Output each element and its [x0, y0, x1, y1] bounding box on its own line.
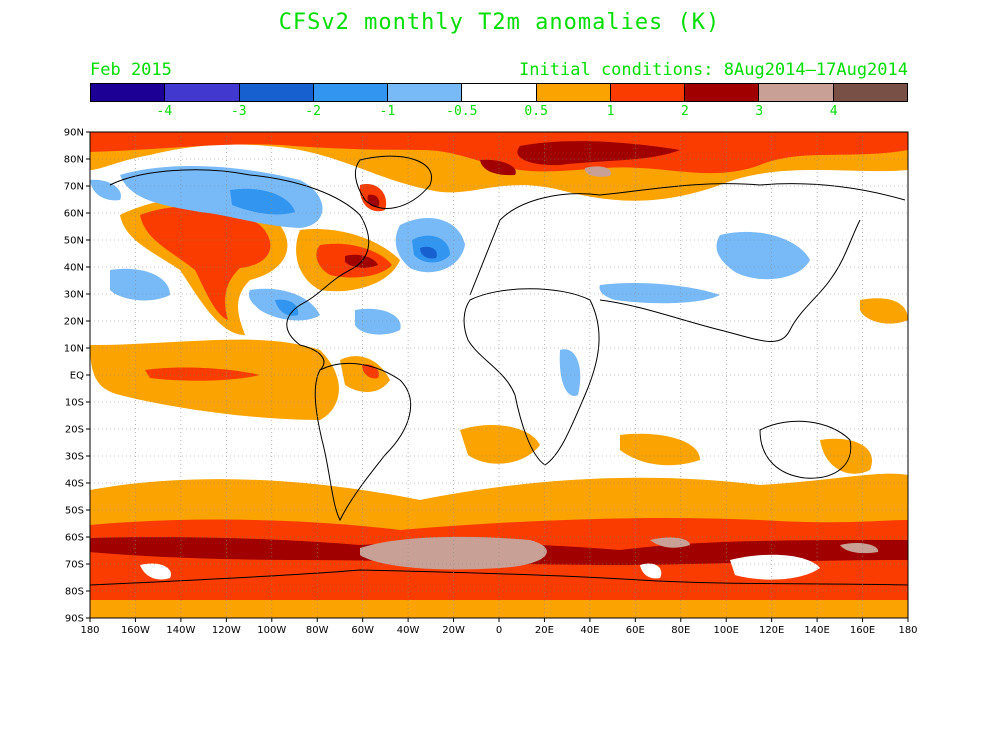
lon-label: 160W [121, 625, 150, 636]
colorbar-label: 4 [829, 104, 838, 119]
lat-label: 80S [65, 587, 84, 598]
s-indian-warm [620, 433, 700, 466]
npacific-strong [140, 206, 271, 320]
lon-label: 20W [442, 625, 465, 636]
north-america-coast [109, 169, 370, 371]
lat-label: 20N [64, 317, 84, 328]
australia-coast [759, 420, 852, 479]
lon-label: 160E [850, 625, 875, 636]
coastlines [90, 155, 908, 586]
colorbar-label: -0.5 [446, 104, 478, 119]
asia-cool [716, 231, 810, 280]
lat-label: 80N [64, 155, 84, 166]
antarctic-white-2 [140, 563, 171, 580]
chart-title: CFSv2 monthly T2m anomalies (K) [278, 10, 721, 35]
antarctic-white-1 [730, 554, 820, 580]
pacific-cool [110, 268, 170, 301]
arctic-extreme [584, 166, 611, 177]
lat-label: 90N [64, 128, 84, 139]
greenland-coast [354, 155, 433, 209]
africa-coast [463, 288, 600, 466]
lon-label: 80W [306, 625, 329, 636]
ross-extreme-2 [840, 542, 879, 554]
lon-label: 80E [671, 625, 690, 636]
antarctic-white-3 [640, 563, 662, 579]
lat-label: 70N [64, 182, 84, 193]
tropical-pacific-strong [145, 367, 260, 381]
antarctica-coast [90, 569, 908, 586]
atl-cool [355, 308, 401, 335]
colorbar-label: -4 [156, 104, 173, 119]
weddell-extreme [360, 536, 547, 570]
latitude-axis: 90N 80N 70N 60N 50N 40N 30N 20N 10N EQ 10S 20S 30S 40… [64, 128, 90, 625]
canada-cool-core [230, 188, 295, 215]
lat-label: 40S [65, 479, 84, 490]
lat-label: 10S [65, 398, 84, 409]
lon-label: 180 [80, 625, 99, 636]
lat-label: EQ [70, 371, 84, 382]
lon-label: 140E [804, 625, 829, 636]
lon-label: 120W [212, 625, 241, 636]
colorbar-label: 0.5 [524, 104, 548, 119]
brazil-warm [340, 356, 390, 392]
australia-warm [820, 438, 872, 474]
lat-label: 90S [65, 614, 84, 625]
lon-label: 120E [759, 625, 784, 636]
colorbar-label: -2 [305, 104, 321, 119]
asia-coast [599, 219, 861, 343]
lat-label: 60S [65, 533, 84, 544]
valid-month-label: Feb 2015 [90, 60, 172, 80]
colorbar-label: 1 [606, 104, 615, 119]
south-america-coast [314, 362, 412, 522]
colorbar-swatch [832, 83, 908, 102]
barents-very-warm [480, 159, 516, 176]
colorbar-label: 3 [755, 104, 764, 119]
west-pacific-warm [860, 298, 908, 324]
colorbar-label: -1 [379, 104, 396, 119]
lat-label: 40N [64, 263, 84, 274]
lon-label: 0 [496, 625, 502, 636]
lat-label: 50S [65, 506, 84, 517]
lat-label: 50N [64, 236, 84, 247]
lon-label: 60W [351, 625, 374, 636]
colorbar-label: -3 [230, 104, 247, 119]
lon-label: 180 [898, 625, 917, 636]
lon-label: 40W [397, 625, 420, 636]
natl-cool-strong [420, 246, 437, 259]
africa-cool [559, 349, 581, 396]
lat-label: 30S [65, 452, 84, 463]
initial-conditions-label: Initial conditions: 8Aug2014–17Aug2014 [519, 60, 908, 80]
europe-coast [469, 183, 906, 296]
alaska-cool [90, 179, 121, 201]
ross-extreme [650, 537, 690, 548]
lon-label: 60E [626, 625, 645, 636]
colorbar [90, 83, 908, 102]
lon-label: 40E [580, 625, 599, 636]
lon-label: 100W [257, 625, 286, 636]
s-atlantic-warm [460, 425, 540, 464]
mideast-cool [599, 283, 720, 304]
colorbar-label: 2 [680, 104, 689, 119]
lat-label: 70S [65, 560, 84, 571]
lat-label: 20S [65, 425, 84, 436]
lat-label: 10N [64, 344, 84, 355]
longitude-axis: 180 160W 140W 120W 100W 80W 60W 40W 20W 0 20E 40E 60… [80, 618, 918, 636]
lon-label: 20E [535, 625, 554, 636]
lon-label: 100E [714, 625, 739, 636]
lon-label: 140W [166, 625, 195, 636]
lat-label: 60N [64, 209, 84, 220]
gridlines [90, 132, 908, 618]
lat-label: 30N [64, 290, 84, 301]
